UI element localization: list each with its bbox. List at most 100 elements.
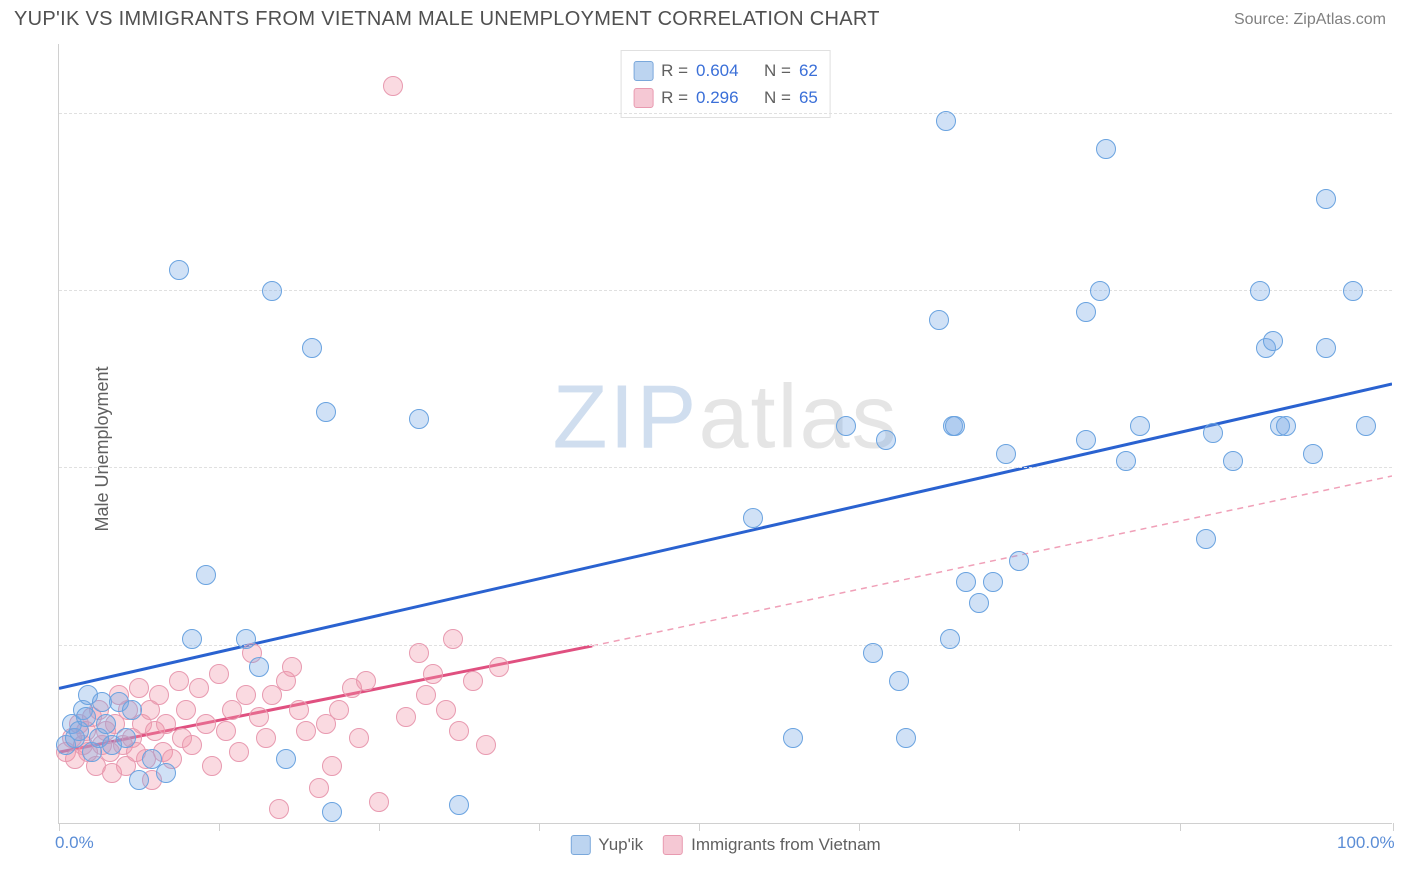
yupik-point [936,111,956,131]
x-tick [1019,823,1020,831]
vietnam-point [463,671,483,691]
r-label: R = [661,84,688,111]
vietnam-point [196,714,216,734]
x-tick-label: 100.0% [1337,833,1395,853]
vietnam-point [449,721,469,741]
gridline [59,290,1392,291]
yupik-swatch-icon [570,835,590,855]
yupik-point [316,402,336,422]
yupik-point [409,409,429,429]
vietnam-point [249,707,269,727]
yupik-point [896,728,916,748]
chart-title: YUP'IK VS IMMIGRANTS FROM VIETNAM MALE U… [14,8,880,31]
vietnam-point [356,671,376,691]
x-tick [1180,823,1181,831]
yupik-point [945,416,965,436]
yupik-point [249,657,269,677]
yupik-point [983,572,1003,592]
yupik-point [1356,416,1376,436]
vietnam-point [409,643,429,663]
vietnam-swatch-icon [663,835,683,855]
yupik-point [322,802,342,822]
yupik-point [122,700,142,720]
yupik-point [129,770,149,790]
yupik-point [969,593,989,613]
vietnam-point [309,778,329,798]
yupik-point [276,749,296,769]
yupik-point [1203,423,1223,443]
vietnam-point [169,671,189,691]
vietnam-point [329,700,349,720]
vietnam-point [322,756,342,776]
vietnam-point [416,685,436,705]
vietnam-point [423,664,443,684]
vietnam-point [383,76,403,96]
vietnam-swatch-icon [633,88,653,108]
yupik-point [1316,338,1336,358]
yupik-point [262,281,282,301]
vietnam-point [282,657,302,677]
x-tick [219,823,220,831]
r-label: R = [661,57,688,84]
yupik-point [196,565,216,585]
yupik-point [940,629,960,649]
x-tick [539,823,540,831]
vietnam-point [229,742,249,762]
x-tick-label: 0.0% [55,833,94,853]
yupik-n-value: 62 [799,57,818,84]
plot-area: ZIPatlas R = 0.604 N = 62 R = 0.296 N = … [58,44,1392,824]
x-tick [859,823,860,831]
vietnam-point [349,728,369,748]
correlation-legend: R = 0.604 N = 62 R = 0.296 N = 65 [620,50,831,118]
vietnam-point [202,756,222,776]
yupik-point [743,508,763,528]
gridline [59,113,1392,114]
vietnam-point [129,678,149,698]
x-tick [1393,823,1394,831]
gridline [59,467,1392,468]
vietnam-point [296,721,316,741]
yupik-point [1090,281,1110,301]
vietnam-point [236,685,256,705]
yupik-point [1223,451,1243,471]
yupik-point [1263,331,1283,351]
vietnam-point [256,728,276,748]
vietnam-point [369,792,389,812]
yupik-point [1276,416,1296,436]
vietnam-point [443,629,463,649]
vietnam-point [149,685,169,705]
yupik-point [889,671,909,691]
vietnam-point [209,664,229,684]
yupik-point [996,444,1016,464]
series-legend: Yup'ik Immigrants from Vietnam [570,835,880,855]
n-label: N = [764,57,791,84]
vietnam-point [216,721,236,741]
yupik-point [1303,444,1323,464]
yupik-point [1196,529,1216,549]
yupik-point [156,763,176,783]
vietnam-r-value: 0.296 [696,84,739,111]
x-tick [379,823,380,831]
source-attribution: Source: ZipAtlas.com [1234,11,1386,29]
vietnam-point [489,657,509,677]
yupik-point [236,629,256,649]
yupik-r-value: 0.604 [696,57,739,84]
x-tick [699,823,700,831]
yupik-point [182,629,202,649]
yupik-point [76,707,96,727]
yupik-point [1076,302,1096,322]
vietnam-point [436,700,456,720]
n-label: N = [764,84,791,111]
vietnam-point [476,735,496,755]
yupik-point [929,310,949,330]
yupik-point [116,728,136,748]
yupik-point [96,714,116,734]
yupik-point [783,728,803,748]
vietnam-series-label: Immigrants from Vietnam [691,835,881,855]
vietnam-point [176,700,196,720]
x-tick [59,823,60,831]
yupik-point [863,643,883,663]
yupik-point [836,416,856,436]
vietnam-n-value: 65 [799,84,818,111]
yupik-point [1116,451,1136,471]
